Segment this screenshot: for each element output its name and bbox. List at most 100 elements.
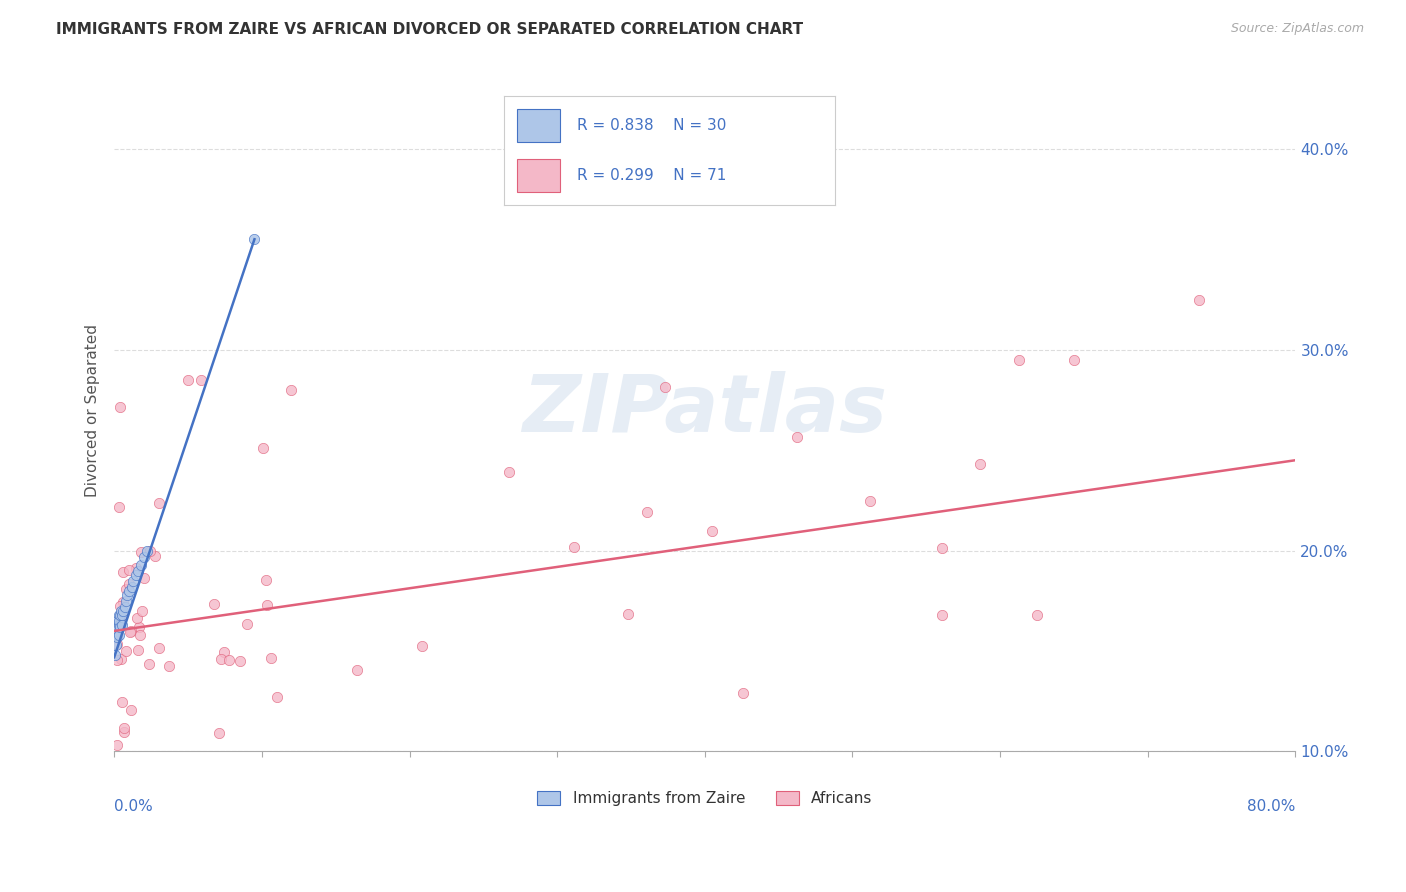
Point: [118, 577, 141, 591]
Point: [138, 657, 160, 671]
Text: ZIPatlas: ZIPatlas: [522, 371, 887, 449]
Point: [120, 702, 142, 716]
Point: [110, 618, 132, 632]
Point: [702, 524, 724, 538]
Point: [105, 637, 128, 651]
Point: [118, 563, 141, 577]
Point: [105, 652, 128, 666]
Text: 80.0%: 80.0%: [1247, 799, 1295, 814]
Text: 0.0%: 0.0%: [114, 799, 153, 814]
Point: [107, 500, 129, 514]
Point: [104, 628, 127, 642]
Point: [209, 652, 232, 666]
Point: [107, 620, 129, 634]
Point: [114, 599, 136, 614]
Point: [346, 663, 368, 677]
Point: [931, 541, 953, 556]
Point: [127, 564, 149, 578]
Point: [125, 567, 148, 582]
Point: [108, 607, 131, 622]
Point: [214, 645, 236, 659]
Point: [138, 544, 160, 558]
Point: [498, 466, 520, 480]
Point: [104, 638, 127, 652]
Point: [256, 598, 278, 612]
Point: [266, 690, 288, 704]
Point: [731, 686, 754, 700]
Y-axis label: Divorced or Separated: Divorced or Separated: [86, 324, 100, 497]
Point: [127, 642, 149, 657]
Point: [236, 616, 259, 631]
Point: [148, 496, 170, 510]
Point: [110, 651, 132, 665]
Point: [122, 574, 145, 588]
Point: [202, 597, 225, 611]
Point: [115, 594, 138, 608]
Point: [562, 540, 585, 554]
Point: [112, 724, 135, 739]
Point: [177, 373, 200, 387]
Point: [654, 380, 676, 394]
Point: [105, 630, 128, 644]
Point: [129, 558, 152, 572]
Point: [617, 607, 640, 621]
Point: [143, 549, 166, 563]
Text: IMMIGRANTS FROM ZAIRE VS AFRICAN DIVORCED OR SEPARATED CORRELATION CHART: IMMIGRANTS FROM ZAIRE VS AFRICAN DIVORCE…: [56, 22, 803, 37]
Point: [131, 604, 153, 618]
Point: [118, 583, 141, 598]
Point: [129, 628, 152, 642]
Point: [121, 580, 143, 594]
Point: [112, 565, 135, 579]
Point: [105, 738, 128, 752]
Point: [280, 383, 302, 397]
Point: [243, 232, 266, 246]
Point: [148, 640, 170, 655]
Point: [218, 653, 240, 667]
Point: [108, 599, 131, 613]
Point: [717, 809, 740, 823]
Point: [110, 607, 132, 622]
Point: [108, 614, 131, 628]
Point: [1008, 352, 1031, 367]
Point: [1188, 293, 1211, 307]
Point: [110, 604, 132, 618]
Point: [110, 400, 132, 414]
Point: [112, 721, 135, 735]
Point: [135, 543, 157, 558]
Point: [157, 659, 180, 673]
Point: [110, 695, 132, 709]
Point: [117, 588, 139, 602]
Point: [105, 624, 128, 638]
Point: [114, 582, 136, 596]
Point: [132, 549, 155, 564]
Point: [107, 614, 129, 628]
Point: [208, 726, 231, 740]
Point: [131, 544, 153, 558]
Point: [107, 621, 129, 635]
Point: [1026, 607, 1049, 622]
Point: [104, 648, 127, 662]
Point: [190, 373, 212, 387]
Point: [105, 618, 128, 632]
Point: [107, 618, 129, 632]
Point: [256, 573, 278, 587]
Point: [115, 643, 138, 657]
Point: [252, 441, 274, 455]
Point: [125, 561, 148, 575]
Point: [636, 505, 658, 519]
Point: [108, 620, 131, 634]
Point: [111, 595, 134, 609]
Point: [228, 654, 250, 668]
Point: [120, 624, 142, 639]
Point: [411, 639, 433, 653]
Point: [125, 611, 148, 625]
Legend: Immigrants from Zaire, Africans: Immigrants from Zaire, Africans: [531, 785, 879, 812]
Point: [969, 457, 991, 471]
Point: [132, 571, 155, 585]
Point: [112, 769, 135, 783]
Point: [112, 604, 135, 618]
Point: [128, 620, 150, 634]
Point: [110, 609, 132, 624]
Text: Source: ZipAtlas.com: Source: ZipAtlas.com: [1230, 22, 1364, 36]
Point: [260, 651, 283, 665]
